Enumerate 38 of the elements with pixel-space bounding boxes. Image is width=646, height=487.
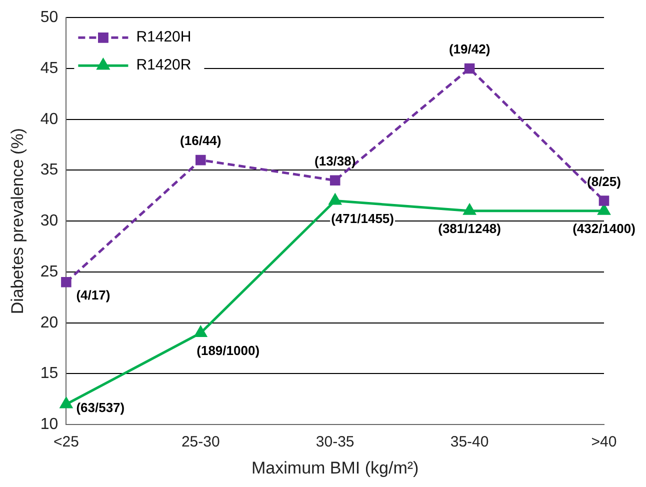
data-label: (63/537) <box>76 400 125 415</box>
x-tick-label: 30-35 <box>316 434 354 451</box>
point <box>60 398 72 408</box>
y-tick-label: 45 <box>40 60 58 77</box>
data-label: (432/1400) <box>572 221 636 236</box>
point <box>61 277 72 288</box>
y-tick-label: 40 <box>40 110 58 128</box>
point <box>464 204 476 215</box>
x-tick-label: 25-30 <box>181 434 220 451</box>
data-label: (13/38) <box>314 153 356 168</box>
data-label: (4/17) <box>76 288 110 303</box>
x-axis-title: Maximum BMI (kg/m²) <box>252 458 419 478</box>
point <box>194 326 207 338</box>
x-tick-label: 35-40 <box>450 434 489 451</box>
data-label: (189/1000) <box>196 343 260 358</box>
y-tick-label: 35 <box>40 162 58 179</box>
point <box>598 196 610 206</box>
y-tick-label: 25 <box>40 263 58 280</box>
point <box>329 194 342 205</box>
y-tick-label: 15 <box>40 365 58 382</box>
data-label: (19/42) <box>448 42 490 57</box>
y-tick-label: 50 <box>40 9 58 26</box>
legend-label: R1420R <box>136 56 192 74</box>
legend-label: R1420H <box>136 28 192 46</box>
y-tick-label: 10 <box>40 416 58 434</box>
point <box>330 175 340 186</box>
y-tick-label: 30 <box>40 212 58 230</box>
data-label: (8/25) <box>587 174 621 189</box>
point <box>196 154 206 166</box>
point <box>464 63 475 74</box>
y-tick-label: 20 <box>40 314 58 332</box>
data-label: (381/1248) <box>438 221 501 236</box>
data-label: (471/1455) <box>331 210 394 226</box>
point <box>598 204 610 215</box>
data-label: (16/44) <box>180 133 222 148</box>
x-tick-label: >40 <box>591 434 617 451</box>
y-axis-title: Diabetes prevalence (%) <box>8 128 27 314</box>
x-tick-label: <25 <box>53 434 79 451</box>
